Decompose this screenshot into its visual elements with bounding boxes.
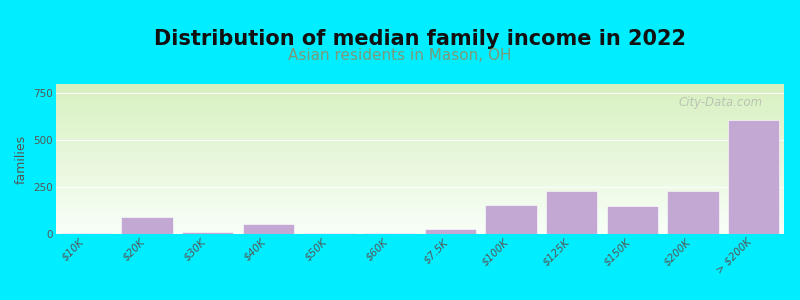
Bar [61,233,112,234]
Bar [728,120,779,234]
Y-axis label: families: families [15,134,28,184]
Bar [486,205,537,234]
Bar [425,229,476,234]
Bar [364,233,415,234]
Text: City-Data.com: City-Data.com [678,96,762,109]
Bar [606,206,658,234]
Bar [546,191,598,234]
Bar [667,191,718,234]
Bar [122,217,173,234]
Bar [242,224,294,234]
Text: Asian residents in Mason, OH: Asian residents in Mason, OH [288,48,512,63]
Bar [303,232,354,234]
Title: Distribution of median family income in 2022: Distribution of median family income in … [154,29,686,49]
Bar [182,232,234,234]
